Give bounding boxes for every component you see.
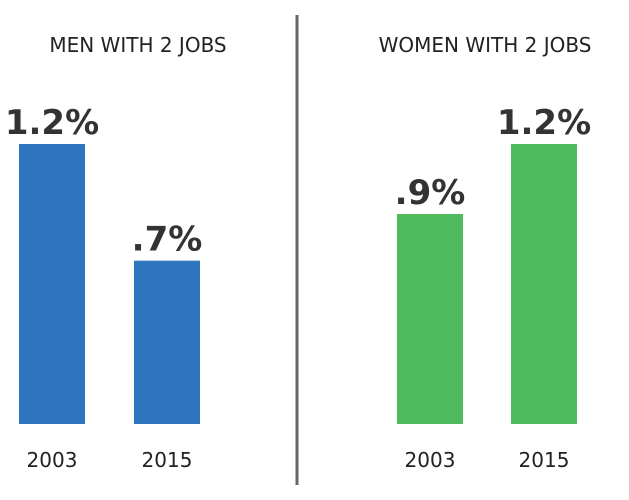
- x-tick-label-men-2003: 2003: [27, 448, 78, 472]
- chart-men: MEN WITH 2 JOBS 1.2% 2003 .7% 2015: [5, 33, 227, 472]
- x-tick-label-men-2015: 2015: [142, 448, 193, 472]
- bar-women-2003: [397, 214, 463, 424]
- bar-men-2015: [134, 260, 200, 424]
- value-label-men-2003: 1.2%: [5, 103, 99, 143]
- x-tick-label-women-2003: 2003: [405, 448, 456, 472]
- chart-title-men: MEN WITH 2 JOBS: [49, 33, 226, 57]
- value-label-women-2003: .9%: [395, 173, 466, 213]
- bar-men-2003: [19, 144, 85, 424]
- value-label-men-2015: .7%: [132, 220, 203, 260]
- value-label-women-2015: 1.2%: [497, 103, 591, 143]
- bar-group-men: 1.2% 2003 .7% 2015: [5, 103, 202, 472]
- bar-women-2015: [511, 144, 577, 424]
- bar-group-women: .9% 2003 1.2% 2015: [395, 103, 591, 472]
- chart-title-women: WOMEN WITH 2 JOBS: [379, 33, 592, 57]
- x-tick-label-women-2015: 2015: [519, 448, 570, 472]
- chart-women: WOMEN WITH 2 JOBS .9% 2003 1.2% 2015: [379, 33, 592, 472]
